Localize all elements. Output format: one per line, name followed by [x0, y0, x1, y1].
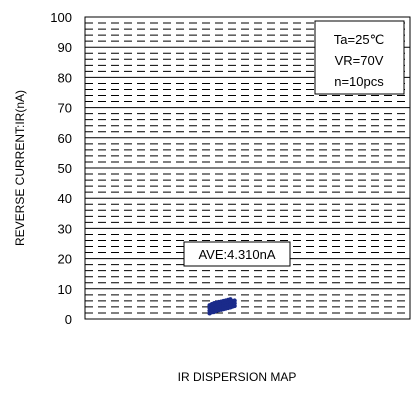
average-label: AVE:4.310nA	[198, 247, 275, 262]
y-tick-label: 40	[58, 191, 72, 206]
data-point	[228, 305, 233, 310]
y-tick-label: 0	[65, 312, 72, 327]
chart-title: IR DISPERSION MAP	[178, 370, 297, 384]
data-points	[207, 297, 237, 316]
grid-lines	[85, 22, 410, 314]
y-tick-label: 100	[50, 10, 72, 25]
condition-voltage: VR=70V	[335, 53, 384, 68]
y-tick-label: 10	[58, 282, 72, 297]
conditions-box	[314, 20, 405, 95]
y-tick-label: 20	[58, 252, 72, 267]
average-box	[183, 241, 291, 267]
y-tick-label: 50	[58, 161, 72, 176]
y-tick-label: 60	[58, 131, 72, 146]
plot-frame	[84, 16, 411, 320]
y-tick-label: 70	[58, 101, 72, 116]
data-point	[232, 303, 237, 309]
y-tick-label: 30	[58, 221, 72, 236]
y-tick-label: 80	[58, 70, 72, 85]
y-tick-labels: 0 10 20 30 40 50 60 70 80 90 100	[50, 10, 72, 327]
condition-temp: Ta=25℃	[334, 32, 384, 47]
y-tick-label: 90	[58, 40, 72, 55]
condition-count: n=10pcs	[334, 74, 384, 89]
y-axis-label: REVERSE CURRENT:IR(nA)	[13, 90, 27, 246]
